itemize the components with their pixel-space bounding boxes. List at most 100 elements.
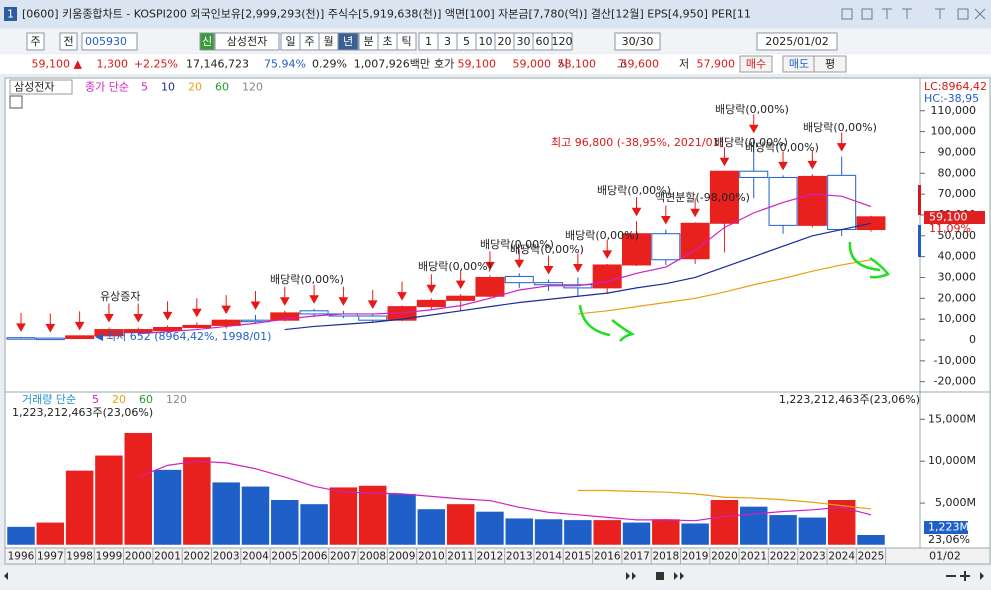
candle-body: [651, 233, 681, 261]
candle-body: [416, 299, 446, 308]
toolbar-label[interactable]: 20: [498, 35, 512, 48]
quote-field: 호가: [434, 58, 454, 71]
y-tick-label: 30,000: [938, 270, 977, 283]
toolbar-label[interactable]: 초: [382, 35, 392, 48]
toolbar-label[interactable]: 삼성전자: [227, 35, 267, 48]
toolbar-label[interactable]: 틱: [401, 35, 411, 48]
toolbar-label[interactable]: 005930: [85, 35, 127, 48]
legend-entry: 60: [215, 81, 229, 94]
annotation: 유상증자: [100, 290, 140, 303]
x-tick-label: 2007: [330, 551, 357, 563]
toolbar-label[interactable]: 전: [63, 35, 73, 48]
toolbar-button[interactable]: [614, 32, 661, 51]
volume-bar: [182, 456, 212, 546]
volume-bar: [6, 526, 36, 546]
y-tick-label: 5,000M: [935, 496, 976, 509]
low-marker: [95, 333, 103, 341]
grid-icon[interactable]: [9, 95, 23, 109]
toolbar-button[interactable]: [396, 32, 417, 51]
x-tick-label: 2006: [301, 551, 328, 563]
x-tick-label: 2005: [271, 551, 298, 563]
toolbar-label[interactable]: 60: [536, 35, 550, 48]
x-tick-label: 2001: [154, 551, 181, 563]
volume-title: 거래량 단순: [22, 393, 76, 406]
candle-body: [680, 222, 710, 260]
scroll-bar[interactable]: [0, 566, 991, 588]
event-arrow: [455, 270, 466, 290]
toolbar-label[interactable]: 30: [517, 35, 531, 48]
last-volume-pct: 23,06%: [928, 533, 970, 546]
volume-bar: [211, 481, 241, 546]
event-arrow: [279, 286, 290, 306]
toolbar-label[interactable]: 3: [444, 35, 451, 48]
quote-field: 1,007,926백만: [354, 58, 430, 71]
annotation: 최저 652 (8964,42%, 1998/01): [106, 330, 271, 343]
window-controls[interactable]: [841, 8, 986, 20]
quote-field: 평: [825, 58, 835, 71]
event-arrow: [573, 253, 583, 273]
toolbar-button[interactable]: [26, 32, 45, 51]
volume-bar: [622, 522, 651, 546]
event-arrow: [485, 251, 495, 271]
x-tick-label: 2024: [828, 551, 855, 563]
toolbar-button[interactable]: [551, 32, 573, 51]
toolbar-label[interactable]: 일: [285, 34, 295, 48]
quote-button[interactable]: [739, 55, 773, 73]
toolbar-button[interactable]: [199, 32, 215, 51]
legend-entry: 20: [112, 393, 126, 406]
toolbar-label[interactable]: 5: [463, 35, 470, 48]
volume-bar: [592, 519, 622, 546]
candle-body: [768, 176, 798, 226]
toolbar-label[interactable]: 30/30: [622, 35, 654, 48]
annotation: 배당락(0,00%): [745, 141, 819, 154]
toolbar-label[interactable]: 년: [343, 35, 353, 48]
toolbar-label[interactable]: 분: [363, 35, 373, 48]
quote-field: 1,300: [97, 58, 129, 71]
y-tick-label: -10,000: [934, 354, 976, 367]
event-arrow: [660, 205, 671, 225]
candle-body: [211, 319, 241, 326]
annotation: 배당락(0,00%): [565, 229, 639, 242]
toolbar-label[interactable]: 주: [304, 35, 314, 48]
y-tick-label: -20,000: [934, 375, 976, 388]
toolbar-label[interactable]: 1: [425, 35, 432, 48]
volume-bar: [475, 511, 505, 546]
toolbar-button[interactable]: [756, 32, 838, 51]
event-arrow: [16, 312, 26, 332]
toolbar-label[interactable]: 10: [479, 35, 493, 48]
candle-body: [504, 275, 534, 284]
y-tick-label: 80,000: [938, 166, 977, 179]
volume-bar: [36, 522, 65, 546]
toolbar-label[interactable]: 120: [552, 35, 573, 48]
lc-label: LC:8964,42: [924, 80, 987, 93]
range-bar-up: [918, 185, 921, 215]
candle-body: [270, 312, 300, 321]
legend-entry: 5: [92, 393, 99, 406]
legend-entry: 20: [188, 81, 202, 94]
scroll-controls[interactable]: [4, 571, 984, 581]
ma-line: [138, 193, 872, 335]
stock-name-box: [9, 79, 73, 95]
x-tick-label: 2019: [682, 551, 709, 563]
event-arrow: [748, 114, 759, 134]
candle-body: [123, 329, 153, 334]
candle-body: [446, 295, 476, 301]
toolbar-label[interactable]: 월: [323, 35, 333, 48]
candle-body: [534, 282, 564, 286]
toolbar-label[interactable]: 2025/01/02: [765, 35, 828, 48]
x-tick-label: 2011: [447, 551, 474, 563]
toolbar-label[interactable]: 신: [202, 35, 212, 48]
ma-line: [577, 489, 872, 510]
volume-bar: [123, 432, 153, 546]
annotation: 배당락(0,00%): [480, 238, 554, 251]
toolbar-button[interactable]: [81, 32, 138, 51]
quote-button[interactable]: [813, 55, 847, 73]
toolbar-button[interactable]: [214, 32, 280, 51]
toolbar-label[interactable]: 주: [30, 35, 40, 48]
volume-bar: [651, 518, 681, 546]
event-arrow: [338, 286, 349, 306]
toolbar-button[interactable]: [59, 32, 78, 51]
toolbar-button[interactable]: [337, 32, 359, 51]
volume-value: 1,223,212,463주(23,06%): [12, 406, 153, 419]
candle-body: [475, 276, 505, 297]
